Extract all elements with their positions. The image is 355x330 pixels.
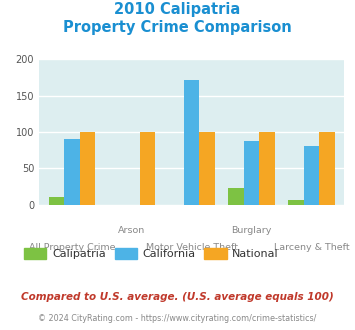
Text: Burglary: Burglary [231,226,272,235]
Bar [64,139,80,205]
Bar [184,81,200,205]
Bar [200,132,215,205]
Text: Larceny & Theft: Larceny & Theft [274,243,349,251]
Bar [228,188,244,205]
Text: Arson: Arson [118,226,146,235]
Legend: Calipatria, California, National: Calipatria, California, National [20,244,283,263]
Bar [319,132,335,205]
Bar [80,132,95,205]
Text: © 2024 CityRating.com - https://www.cityrating.com/crime-statistics/: © 2024 CityRating.com - https://www.city… [38,314,317,323]
Text: Property Crime Comparison: Property Crime Comparison [63,20,292,35]
Bar [49,197,64,205]
Text: 2010 Calipatria: 2010 Calipatria [114,2,241,16]
Bar [260,132,275,205]
Text: Compared to U.S. average. (U.S. average equals 100): Compared to U.S. average. (U.S. average … [21,292,334,302]
Bar [288,200,304,205]
Text: All Property Crime: All Property Crime [29,243,115,251]
Bar [244,141,260,205]
Bar [140,132,155,205]
Text: Motor Vehicle Theft: Motor Vehicle Theft [146,243,238,251]
Bar [304,146,319,205]
